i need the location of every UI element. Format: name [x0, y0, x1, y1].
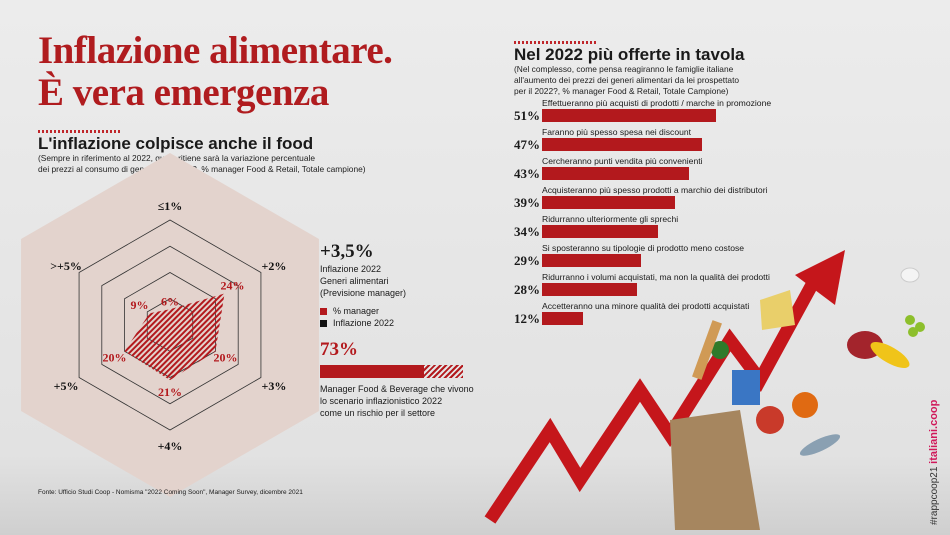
food-arrow-illustration — [484, 250, 925, 530]
radar-axis-label: +3% — [262, 379, 287, 393]
legend-label: Inflazione 2022 — [333, 318, 395, 328]
banana-icon — [870, 342, 910, 368]
milk-carton-icon — [732, 370, 760, 405]
bar-category-label: Ridurranno i volumi acquistati, ma non l… — [542, 272, 770, 282]
site-link[interactable]: italiani.coop — [928, 399, 940, 464]
inflation-desc: Inflazione 2022 — [320, 264, 382, 274]
bar-category-label: Si sposteranno su tipologie di prodotto … — [542, 243, 745, 253]
right-subtitle: (Nel complesso, come pensa reagiranno le… — [514, 64, 739, 97]
title-line-1: Inflazione alimentare. — [38, 29, 393, 72]
bar — [542, 167, 689, 180]
grapes-icon — [908, 327, 918, 337]
subtitle-line: dei prezzi al consumo di generi alimenta… — [38, 164, 366, 174]
cheese-icon — [760, 290, 795, 330]
risk-desc: come un rischio per il settore — [320, 408, 436, 418]
side-credit: #rappcoop21 italiani.coop — [928, 400, 940, 525]
bar — [542, 254, 641, 267]
radar-data-label: 24% — [221, 279, 245, 293]
radar-chart: ≤1% +2% +3% +4% +5% >+5% 6% 24% 20% 21% 20% 9% — [21, 153, 319, 497]
bar-value-label: 28% — [514, 282, 540, 297]
radar-grid-ring — [101, 245, 239, 405]
legend-swatch — [320, 308, 327, 316]
inflation-desc: (Previsione manager) — [320, 288, 407, 298]
source-note: Fonte: Ufficio Studi Coop - Nomisma "202… — [38, 489, 303, 496]
legend-swatch — [320, 320, 327, 328]
subtitle-line: all'aumento dei prezzi dei generi alimen… — [514, 75, 740, 85]
radar-data-label: 20% — [103, 350, 127, 364]
dotted-divider — [514, 41, 596, 44]
inflation-value: +3,5% — [320, 241, 374, 262]
inflation-box: +3,5% Inflazione 2022 Generi alimentari … — [320, 241, 490, 419]
legend-item-manager: % manager — [320, 305, 490, 317]
bar — [542, 196, 675, 209]
bar-value-label: 34% — [514, 224, 540, 239]
risk-progress-fill — [320, 365, 425, 378]
risk-progress-bar — [320, 365, 463, 378]
bar-value-label: 29% — [514, 253, 540, 268]
egg-icon — [900, 267, 920, 283]
broccoli-icon — [711, 341, 729, 359]
bar-category-label: Accetteranno una minore qualità dei prod… — [542, 301, 750, 311]
bar-value-label: 51% — [514, 108, 540, 123]
dotted-divider — [38, 130, 120, 133]
bar-value-label: 43% — [514, 166, 540, 181]
risk-desc: lo scenario inflazionistico 2022 — [320, 396, 443, 406]
radar-data-label: 21% — [158, 385, 182, 399]
main-title: Inflazione alimentare. È vera emergenza — [38, 29, 393, 114]
legend-item-inflation: Inflazione 2022 — [320, 317, 490, 329]
risk-desc: Manager Food & Beverage che vivono — [320, 384, 474, 394]
tomato-icon — [756, 406, 784, 434]
left-title: L'inflazione colpisce anche il food — [38, 134, 314, 153]
radar-axis-label: ≤1% — [158, 199, 183, 213]
subtitle-line: (Nel complesso, come pensa reagiranno le… — [514, 64, 734, 74]
paper-bag — [670, 410, 760, 530]
bar — [542, 225, 658, 238]
title-line-2: È vera emergenza — [38, 71, 329, 114]
hashtag: #rappcoop21 — [929, 466, 940, 525]
bar — [542, 312, 583, 325]
legend-label: % manager — [333, 306, 380, 316]
bar-value-label: 12% — [514, 311, 540, 326]
radar-series-area — [124, 293, 225, 381]
radar-data-label: 6% — [161, 294, 179, 308]
bar-category-label: Effettueranno più acquisti di prodotti /… — [542, 98, 772, 108]
radar-axis-label: >+5% — [50, 259, 82, 273]
bar-category-label: Ridurranno ulteriormente gli sprechi — [542, 214, 679, 224]
radar-data-label: 20% — [213, 350, 237, 364]
bar-value-label: 39% — [514, 195, 540, 210]
radar-axis-label: +2% — [262, 259, 287, 273]
radar-axis-label: +4% — [158, 439, 183, 453]
radar-grid-ring — [78, 219, 262, 431]
radar-data-label: 9% — [131, 298, 149, 312]
arrow-head-icon — [795, 250, 845, 305]
bread-icon — [692, 320, 722, 380]
fish-icon — [799, 434, 841, 456]
bar-category-label: Cercheranno punti vendita più convenient… — [542, 156, 703, 166]
bar — [542, 109, 716, 122]
bar-category-label: Faranno più spesso spesa nei discount — [542, 127, 692, 137]
risk-value: 73% — [320, 339, 358, 360]
bar-category-label: Acquisteranno più spesso prodotti a marc… — [542, 185, 768, 195]
bar — [542, 138, 703, 151]
orange-icon — [792, 392, 818, 418]
radar-axis-label: +5% — [54, 379, 79, 393]
right-title: Nel 2022 più offerte in tavola — [514, 45, 745, 64]
subtitle-line: per il 2022?, % manager Food & Retail, T… — [514, 86, 729, 96]
bar-value-label: 47% — [514, 137, 540, 152]
bar — [542, 283, 638, 296]
inflation-desc: Generi alimentari — [320, 276, 389, 286]
